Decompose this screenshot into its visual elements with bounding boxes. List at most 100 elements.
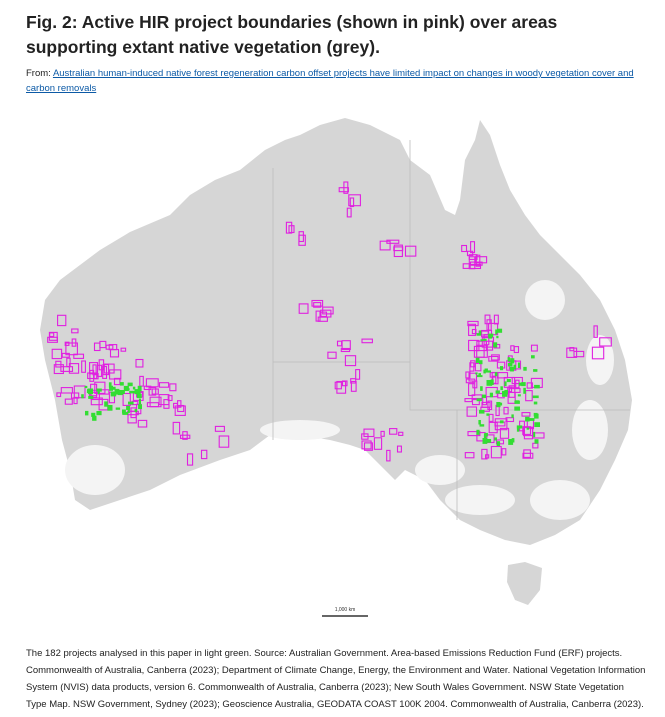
map: 1,000 km <box>40 118 632 617</box>
analysed-project <box>496 441 501 446</box>
project-outline <box>109 348 120 358</box>
analysed-project <box>138 392 141 395</box>
project-outline <box>511 376 523 385</box>
project-outline <box>135 358 144 368</box>
project-outline <box>56 392 62 398</box>
project-outline <box>143 385 152 391</box>
analysed-project <box>532 395 539 399</box>
analysed-project <box>483 369 486 374</box>
analysed-project <box>496 328 503 333</box>
project-outline <box>481 448 488 460</box>
project-outline <box>127 410 137 424</box>
project-outline <box>214 425 225 432</box>
analysed-project <box>525 416 530 422</box>
project-outline <box>68 363 80 374</box>
analysed-project <box>494 437 497 441</box>
source-link[interactable]: Australian human-induced native forest r… <box>26 68 634 94</box>
analysed-project <box>507 363 513 367</box>
analysed-project <box>481 394 486 399</box>
project-outline <box>348 194 361 207</box>
analysed-project <box>137 385 142 392</box>
project-outline <box>73 385 86 399</box>
project-outline <box>146 402 160 408</box>
project-outline <box>522 452 534 459</box>
project-outline <box>315 310 321 322</box>
analysed-project <box>486 413 490 416</box>
analysed-project <box>114 388 120 395</box>
project-outline <box>599 337 612 347</box>
analysed-project <box>517 394 521 397</box>
analysed-project <box>523 387 526 394</box>
project-outline <box>380 430 385 437</box>
project-outline <box>521 412 531 417</box>
analysed-project <box>508 439 514 445</box>
analysed-project <box>518 382 523 386</box>
project-outline <box>218 435 230 448</box>
project-outline <box>89 369 95 382</box>
analysed-project <box>514 400 520 404</box>
project-outline <box>73 353 85 359</box>
analysed-project <box>516 425 523 429</box>
analysed-project <box>490 379 494 385</box>
analysed-project <box>479 409 485 414</box>
analysed-project <box>127 382 133 387</box>
project-outline <box>474 362 482 372</box>
analysed-project <box>534 439 539 444</box>
project-outline <box>467 431 481 437</box>
analysed-project <box>129 390 135 394</box>
analysed-project <box>495 390 500 394</box>
project-outline <box>343 181 349 194</box>
project-outline <box>298 303 309 314</box>
analysed-project <box>529 418 535 421</box>
project-outline <box>487 400 493 411</box>
project-outline <box>336 380 347 394</box>
project-outline <box>466 406 478 417</box>
project-outline <box>179 434 191 439</box>
analysed-project <box>475 357 480 363</box>
analysed-project <box>127 408 130 414</box>
analysed-project <box>476 429 480 435</box>
project-outline <box>313 302 322 308</box>
analysed-project <box>115 407 121 410</box>
project-outline <box>51 348 63 360</box>
project-outline <box>71 328 79 334</box>
analysed-project <box>534 384 540 389</box>
project-outline <box>361 433 369 440</box>
analysed-project <box>86 389 90 393</box>
analysed-project <box>494 372 498 377</box>
project-outline <box>525 390 533 402</box>
project-outline <box>96 364 103 377</box>
project-outline <box>513 346 520 354</box>
analysed-project <box>485 370 491 373</box>
analysed-project <box>504 381 507 387</box>
project-outline <box>322 306 334 315</box>
project-outline <box>462 263 471 269</box>
project-outline <box>373 437 383 450</box>
analysed-project <box>122 409 126 414</box>
project-outline <box>344 355 357 367</box>
project-outline <box>484 314 491 325</box>
analysed-project <box>534 422 540 427</box>
project-outline <box>102 365 108 379</box>
project-outline <box>491 354 500 361</box>
project-outline <box>49 332 55 338</box>
analysed-project <box>136 393 142 399</box>
figure-title: Fig. 2: Active HIR project boundaries (s… <box>26 12 558 57</box>
project-outline <box>98 398 109 411</box>
analysed-project <box>488 333 494 337</box>
project-outline <box>137 419 148 428</box>
analysed-project <box>486 380 493 386</box>
project-outline <box>61 352 70 358</box>
project-boundaries <box>47 181 612 466</box>
project-outline <box>71 338 77 347</box>
analysed-project <box>91 412 96 417</box>
analysed-project <box>511 414 514 418</box>
project-outline <box>523 449 531 458</box>
project-outline <box>573 350 585 358</box>
analysed-projects <box>81 328 540 446</box>
project-outline <box>145 378 159 388</box>
analysed-project <box>497 402 503 406</box>
project-outline <box>475 254 481 267</box>
project-outline <box>148 386 157 396</box>
analysed-project <box>119 382 124 386</box>
